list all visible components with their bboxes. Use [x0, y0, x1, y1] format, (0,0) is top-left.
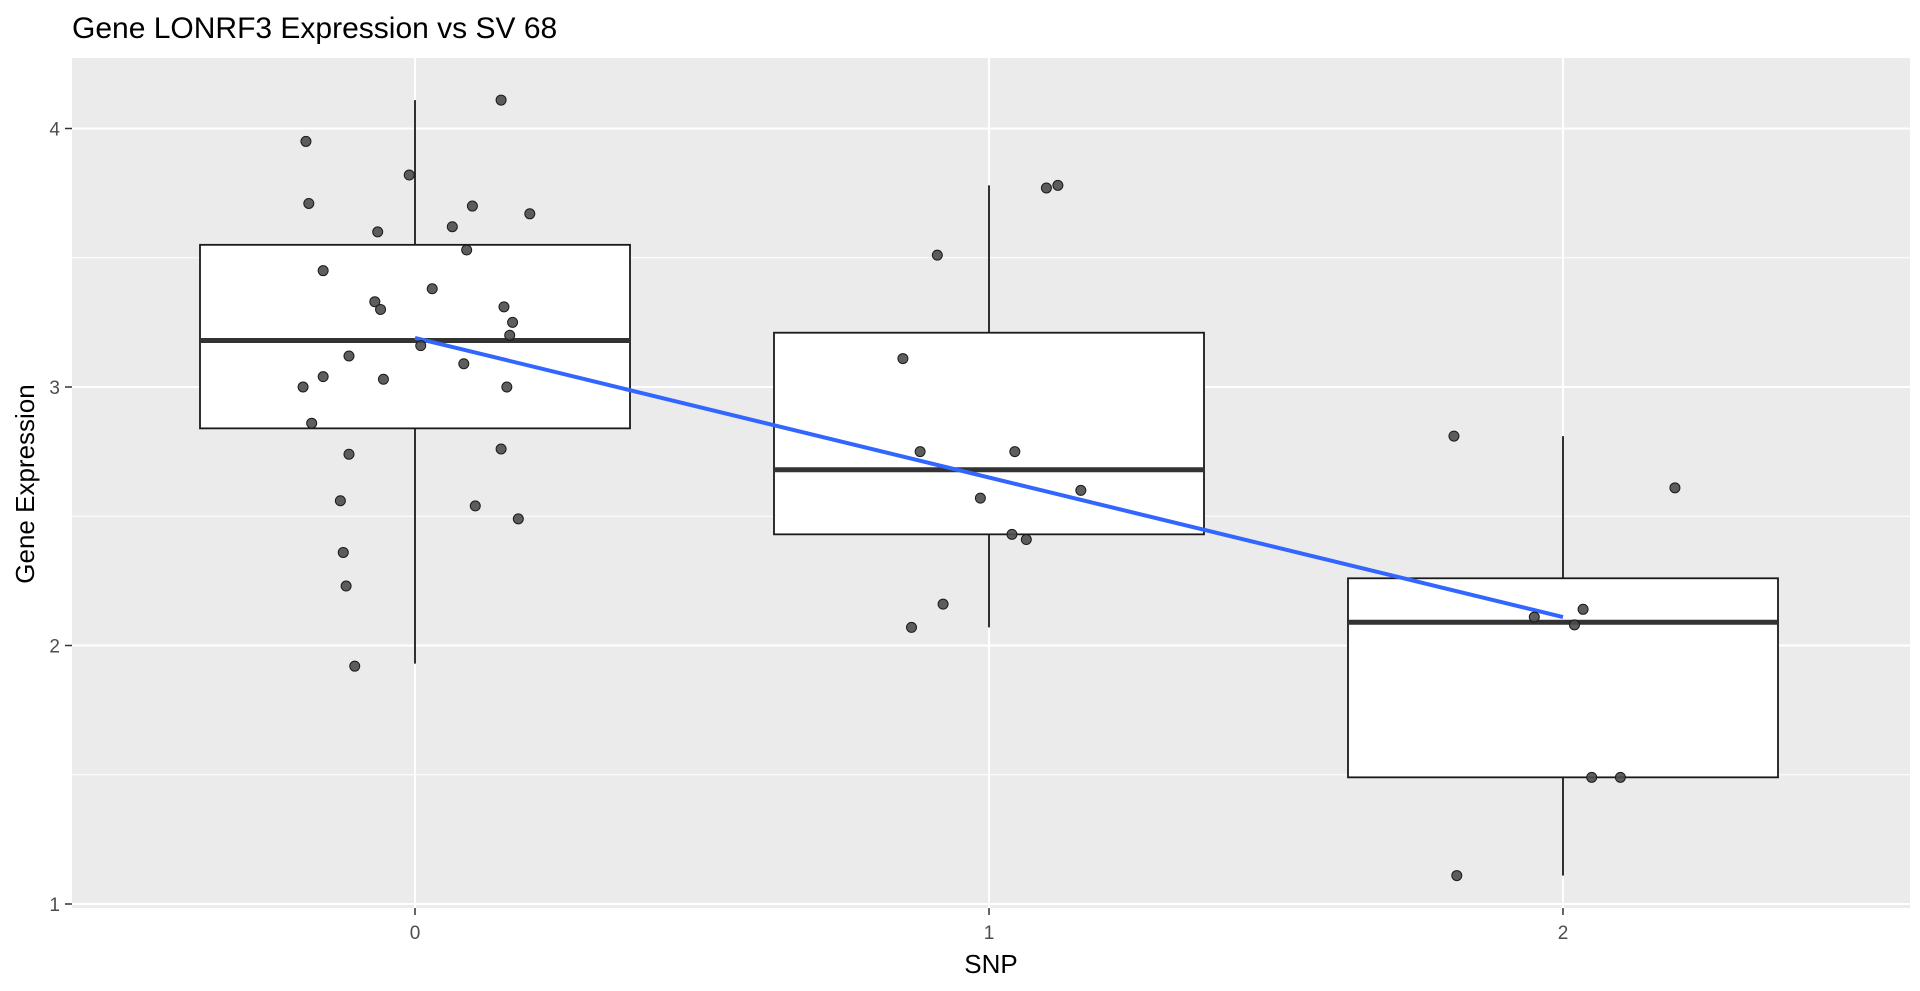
data-point: [306, 417, 318, 429]
data-point: [897, 353, 909, 365]
data-point: [349, 660, 361, 672]
box-group-1: [773, 185, 1205, 628]
data-point: [504, 329, 516, 341]
data-point: [303, 197, 315, 209]
box-group-0: [199, 100, 631, 664]
data-point: [1451, 870, 1463, 882]
y-tick-label: 2: [49, 637, 60, 658]
data-point: [1006, 528, 1018, 540]
data-point: [1009, 446, 1021, 458]
data-point: [1669, 482, 1681, 494]
chart-title: Gene LONRF3 Expression vs SV 68: [72, 12, 557, 45]
x-tick-label: 0: [410, 923, 421, 944]
data-point: [343, 448, 355, 460]
data-point: [495, 94, 507, 106]
data-point: [415, 340, 427, 352]
data-point: [507, 316, 519, 328]
x-axis-title: SNP: [964, 949, 1017, 979]
data-point: [931, 249, 943, 261]
data-point: [1040, 182, 1052, 194]
data-point: [458, 358, 470, 370]
data-point: [1586, 771, 1598, 783]
data-points: [297, 94, 1681, 882]
fit-line-group: [414, 335, 1564, 620]
data-point: [906, 621, 918, 633]
box: [199, 243, 631, 430]
boxes: [199, 100, 1779, 876]
data-point: [372, 226, 384, 238]
data-point: [914, 446, 926, 458]
y-tick-label: 1: [49, 895, 60, 916]
data-point: [1448, 430, 1460, 442]
data-point: [937, 598, 949, 610]
data-point: [343, 350, 355, 362]
fit-line: [414, 335, 1564, 620]
data-point: [300, 135, 312, 147]
data-point: [375, 303, 387, 315]
data-point: [1528, 611, 1540, 623]
box: [1347, 577, 1779, 779]
data-point: [446, 221, 458, 233]
box-group-2: [1347, 436, 1779, 876]
data-point: [377, 373, 389, 385]
y-axis-title: Gene Expression: [10, 384, 40, 583]
data-point: [369, 296, 381, 308]
data-point: [974, 492, 986, 504]
data-point: [461, 244, 473, 256]
data-point: [1075, 484, 1087, 496]
data-point: [466, 200, 478, 212]
box: [773, 331, 1205, 536]
x-tick-label: 2: [1558, 923, 1569, 944]
data-point: [1577, 603, 1589, 615]
y-tick-label: 4: [49, 120, 60, 141]
x-tick-label: 1: [984, 923, 995, 944]
data-point: [317, 265, 329, 277]
data-point: [495, 443, 507, 455]
data-point: [1568, 619, 1580, 631]
data-point: [334, 495, 346, 507]
y-axis: 1 2 3 4: [49, 120, 72, 916]
data-point: [512, 513, 524, 525]
data-point: [498, 301, 510, 313]
data-point: [340, 580, 352, 592]
data-point: [501, 381, 513, 393]
data-point: [1614, 771, 1626, 783]
data-point: [297, 381, 309, 393]
data-point: [1052, 179, 1064, 191]
data-point: [317, 371, 329, 383]
data-point: [426, 283, 438, 295]
x-axis: 0 1 2: [410, 908, 1569, 944]
data-point: [337, 546, 349, 558]
data-point: [403, 169, 415, 181]
y-tick-label: 3: [49, 378, 60, 399]
data-point: [524, 208, 536, 220]
data-point: [469, 500, 481, 512]
data-point: [1020, 534, 1032, 546]
